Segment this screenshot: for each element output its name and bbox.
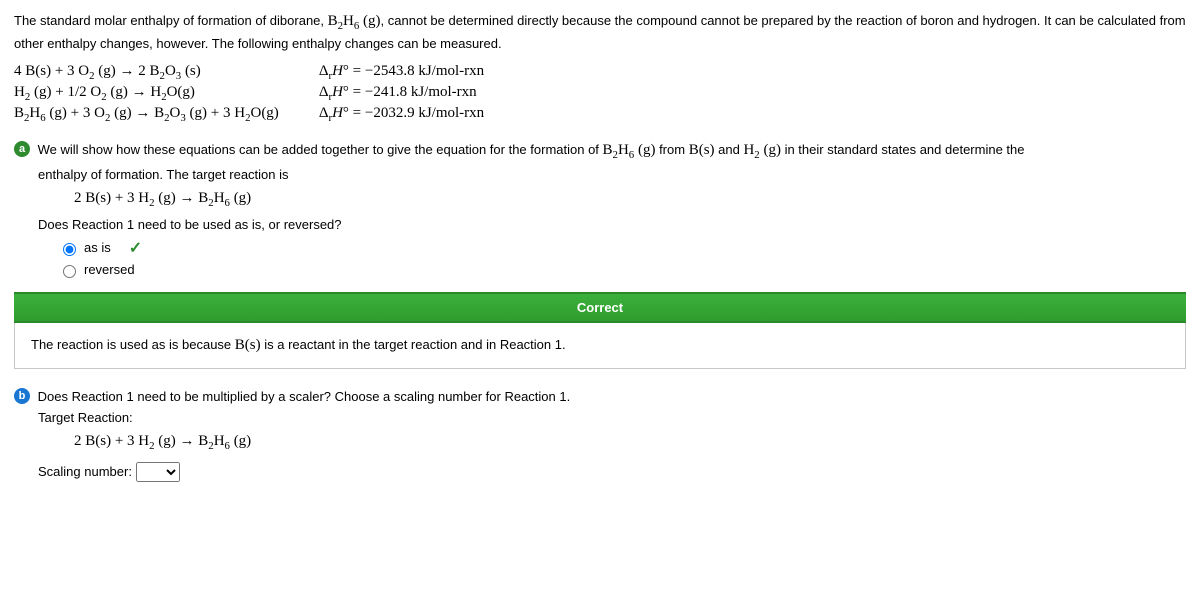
target-equation-b: 2 B(s) + 3 H2 (g) → B2H6 (g): [74, 433, 1186, 452]
intro-text: The standard molar enthalpy of formation…: [14, 10, 1186, 54]
option-label: reversed: [84, 262, 135, 277]
part-a: a We will show how these equations can b…: [14, 139, 1186, 278]
part-a-options: as is ✓ reversed: [58, 238, 1186, 278]
target-equation: 2 B(s) + 3 H2 (g) → B2H6 (g): [74, 190, 1186, 209]
option-label: as is: [84, 240, 111, 255]
reaction-row: 4 B(s) + 3 O2 (g) → 2 B2O3 (s) ΔrH° = −2…: [14, 62, 494, 83]
part-a-question: Does Reaction 1 need to be used as is, o…: [38, 217, 1186, 232]
reaction-dh: ΔrH° = −2032.9 kJ/mol-rxn: [289, 104, 494, 125]
reaction-eq: B2H6 (g) + 3 O2 (g) → B2O3 (g) + 3 H2O(g…: [14, 104, 289, 125]
scaling-label: Scaling number:: [38, 464, 132, 479]
part-a-badge: a: [14, 141, 30, 157]
part-a-text: We will show how these equations can be …: [38, 142, 1025, 157]
reaction-dh: ΔrH° = −2543.8 kJ/mol-rxn: [289, 62, 494, 83]
reaction-dh: ΔrH° = −241.8 kJ/mol-rxn: [289, 83, 494, 104]
scaling-select[interactable]: [136, 462, 180, 482]
part-b-badge: b: [14, 388, 30, 404]
reactions-block: 4 B(s) + 3 O2 (g) → 2 B2O3 (s) ΔrH° = −2…: [14, 62, 1186, 125]
correct-banner: Correct: [14, 292, 1186, 323]
option-reversed[interactable]: reversed: [58, 262, 1186, 278]
reaction-eq: H2 (g) + 1/2 O2 (g) → H2O(g): [14, 83, 289, 104]
reaction-eq: 4 B(s) + 3 O2 (g) → 2 B2O3 (s): [14, 62, 289, 83]
reaction-row: H2 (g) + 1/2 O2 (g) → H2O(g) ΔrH° = −241…: [14, 83, 494, 104]
radio-reversed[interactable]: [63, 265, 76, 278]
part-b: b Does Reaction 1 need to be multiplied …: [14, 387, 1186, 483]
reactions-table: 4 B(s) + 3 O2 (g) → 2 B2O3 (s) ΔrH° = −2…: [14, 62, 494, 125]
option-as-is[interactable]: as is ✓: [58, 238, 1186, 258]
check-icon: ✓: [129, 238, 142, 258]
part-b-text: Does Reaction 1 need to be multiplied by…: [38, 389, 571, 404]
scaling-row: Scaling number:: [38, 462, 1186, 482]
radio-as-is[interactable]: [63, 243, 76, 256]
part-a-text-cont: enthalpy of formation. The target reacti…: [38, 167, 1186, 182]
target-reaction-label: Target Reaction:: [38, 410, 1186, 425]
feedback-box: The reaction is used as is because B(s) …: [14, 323, 1186, 369]
reaction-row: B2H6 (g) + 3 O2 (g) → B2O3 (g) + 3 H2O(g…: [14, 104, 494, 125]
